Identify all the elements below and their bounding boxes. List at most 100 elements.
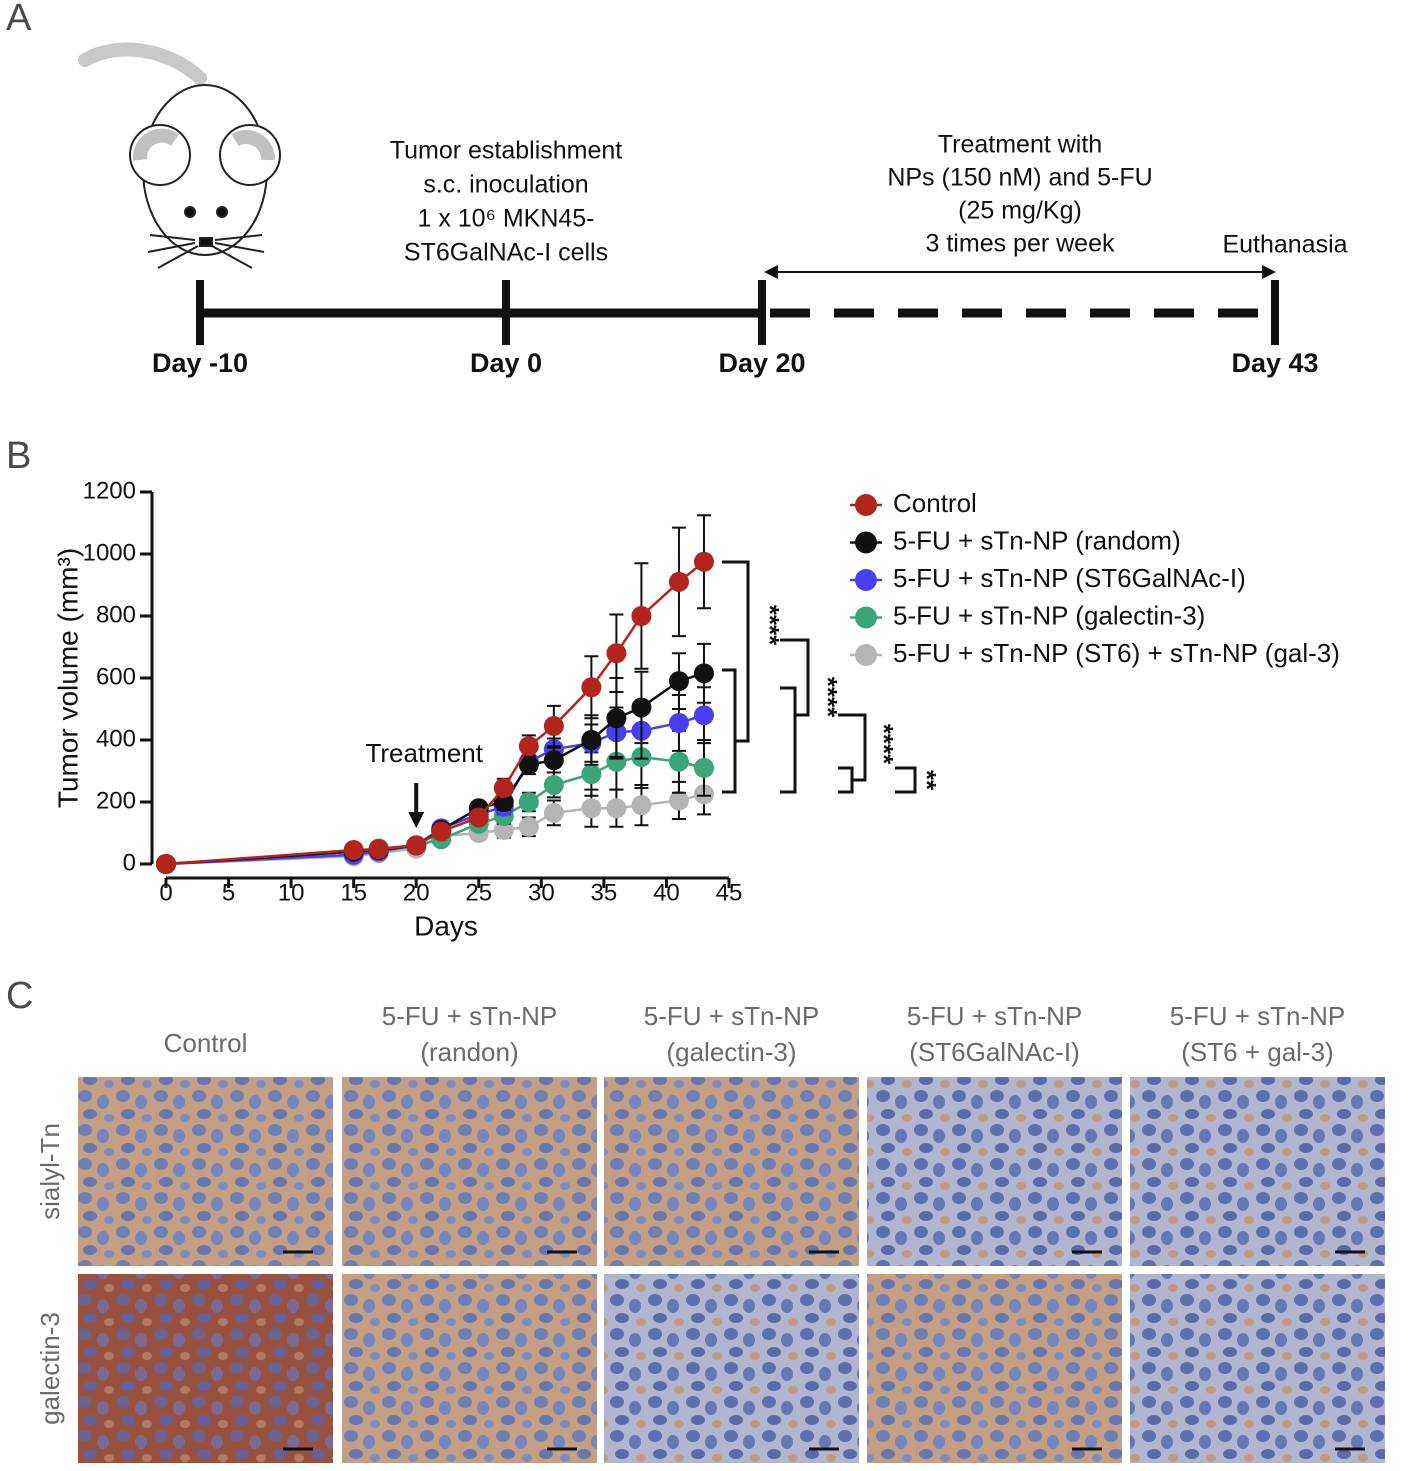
panel-label: A: [6, 0, 32, 39]
column-header: 5-FU + sTn-NP: [907, 1001, 1083, 1031]
data-point: [668, 712, 689, 733]
data-point: [668, 751, 689, 772]
data-point: [156, 854, 176, 874]
column-header: (randon): [420, 1037, 518, 1067]
data-point: [581, 677, 602, 698]
histology-image: [1130, 1077, 1385, 1266]
histology-image: [867, 1077, 1122, 1266]
timeline-text: NPs (150 nM) and 5-FU: [887, 164, 1152, 192]
data-point: [493, 778, 514, 799]
mouse-icon: [78, 42, 281, 269]
data-point: [581, 798, 602, 819]
y-tick-label: 200: [96, 787, 136, 814]
data-point: [631, 606, 652, 626]
panel-label: B: [6, 435, 31, 477]
column-header: (ST6GalNAc-I): [909, 1037, 1079, 1067]
x-tick-label: 45: [716, 879, 743, 906]
data-point: [668, 571, 689, 592]
day-label: Day 0: [470, 348, 542, 378]
row-label: sialyl-Tn: [35, 1123, 65, 1220]
data-point: [668, 790, 689, 811]
y-tick-label: 600: [96, 663, 136, 690]
row-label: galectin-3: [35, 1312, 65, 1425]
column-header: 5-FU + sTn-NP: [644, 1001, 820, 1031]
data-point: [518, 754, 539, 775]
data-point: [518, 816, 539, 837]
x-tick-label: 5: [222, 879, 235, 906]
histology-image: [342, 1077, 597, 1266]
data-point: [431, 821, 452, 842]
significance-label: ****: [813, 677, 843, 718]
column-header: (ST6 + gal-3): [1181, 1037, 1333, 1067]
day-label: Day 43: [1231, 348, 1318, 378]
data-point: [343, 840, 364, 861]
data-point: [668, 671, 689, 692]
x-tick-label: 20: [403, 879, 430, 906]
data-point: [581, 764, 602, 785]
x-tick-label: 15: [340, 879, 367, 906]
timeline-text: s.c. inoculation: [423, 171, 588, 199]
data-point: [581, 730, 602, 750]
histology-image: [1130, 1274, 1385, 1463]
timeline-text: Tumor establishment: [390, 137, 623, 165]
legend-label: 5-FU + sTn-NP (ST6GalNAc-I): [893, 563, 1246, 593]
annotation-arrowhead: [408, 812, 425, 828]
histology-image: [78, 1077, 333, 1266]
y-tick-label: 1200: [83, 477, 136, 504]
data-point: [606, 708, 627, 729]
data-point: [543, 802, 564, 823]
histology-image: [342, 1274, 597, 1463]
data-point: [693, 705, 714, 726]
data-point: [518, 736, 539, 757]
data-point: [606, 643, 627, 664]
x-tick-label: 40: [653, 879, 680, 906]
day-label: Day 20: [718, 348, 805, 378]
timeline-text: ST6GalNAc-I cells: [404, 239, 608, 267]
timeline-text: Euthanasia: [1222, 231, 1347, 259]
data-point: [543, 716, 564, 737]
legend-label: 5-FU + sTn-NP (random): [893, 525, 1181, 555]
significance-brackets: [722, 560, 917, 794]
data-point: [518, 792, 539, 812]
histology-image: [78, 1274, 333, 1463]
data-point: [406, 835, 427, 856]
data-point: [693, 757, 714, 778]
data-point: [468, 807, 489, 828]
y-tick-label: 1000: [83, 539, 136, 566]
y-tick-label: 800: [96, 601, 136, 628]
y-tick-label: 400: [96, 725, 136, 752]
timeline-text: (25 mg/Kg): [958, 197, 1082, 225]
significance-label: **: [912, 770, 942, 791]
data-point: [543, 774, 564, 795]
data-point: [606, 798, 627, 819]
x-tick-label: 35: [591, 879, 618, 906]
data-point: [631, 697, 652, 718]
data-point: [543, 750, 564, 771]
legend-label: 5-FU + sTn-NP (galectin-3): [893, 600, 1205, 630]
x-tick-label: 25: [465, 879, 492, 906]
x-tick-label: 30: [528, 879, 555, 906]
timeline: [196, 265, 1279, 345]
y-tick-label: 0: [123, 849, 136, 876]
legend-label: Control: [893, 488, 977, 518]
annotation: Treatment: [365, 738, 483, 768]
significance-label: ****: [869, 724, 899, 765]
histology-image: [604, 1077, 859, 1266]
column-header: 5-FU + sTn-NP: [382, 1001, 558, 1031]
timeline-text: 3 times per week: [926, 230, 1115, 258]
legend-label: 5-FU + sTn-NP (ST6) + sTn-NP (gal-3): [893, 638, 1340, 668]
data-point: [693, 551, 714, 572]
day-label: Day -10: [152, 348, 248, 378]
column-header: (galectin-3): [666, 1037, 796, 1067]
significance-label: ****: [755, 605, 785, 646]
x-tick-label: 10: [278, 879, 305, 906]
histology-image: [604, 1274, 859, 1463]
data-point: [368, 839, 389, 860]
timeline-text: Treatment with: [938, 131, 1102, 159]
timeline-text: 1 x 10⁶ MKN45-: [417, 205, 594, 233]
column-header: Control: [164, 1028, 248, 1058]
data-point: [493, 819, 514, 840]
y-axis-title: Tumor volume (mm³): [52, 548, 83, 808]
histology-image: [867, 1274, 1122, 1463]
